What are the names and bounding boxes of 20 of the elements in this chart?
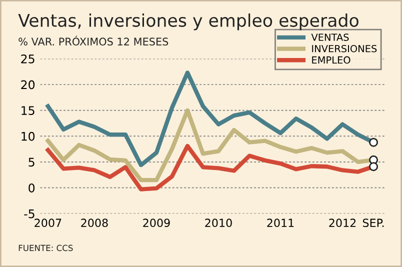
x-tick-label: 2007 bbox=[34, 218, 62, 228]
x-tick-label: 2008 bbox=[81, 218, 108, 228]
legend-label: INVERSIONES bbox=[312, 44, 377, 52]
legend-label: EMPLEO bbox=[312, 56, 350, 64]
y-tick-label: 5 bbox=[28, 158, 34, 167]
y-tick-label: 15 bbox=[22, 106, 34, 116]
x-tick-label: SEP. bbox=[362, 218, 384, 228]
x-tick-label: 2009 bbox=[143, 218, 170, 228]
y-tick-label: 20 bbox=[21, 80, 35, 90]
source-note: FUENTE: CCS bbox=[18, 244, 73, 252]
x-tick-label: 2010 bbox=[205, 218, 232, 228]
x-tick-label: 2012 bbox=[329, 218, 356, 228]
x-tick-label: 2011 bbox=[267, 218, 294, 228]
y-tick-label: 10 bbox=[22, 132, 35, 141]
y-tick-label: 0 bbox=[28, 184, 35, 192]
y-tick-label: 25 bbox=[21, 54, 34, 64]
chart-title: Ventas, inversiones y empleo esperado bbox=[18, 14, 358, 30]
chart-subtitle: % VAR. PRÓXIMOS 12 MESES bbox=[18, 36, 168, 46]
legend-label: VENTAS bbox=[311, 34, 349, 41]
y-tick-label: -5 bbox=[24, 209, 34, 218]
